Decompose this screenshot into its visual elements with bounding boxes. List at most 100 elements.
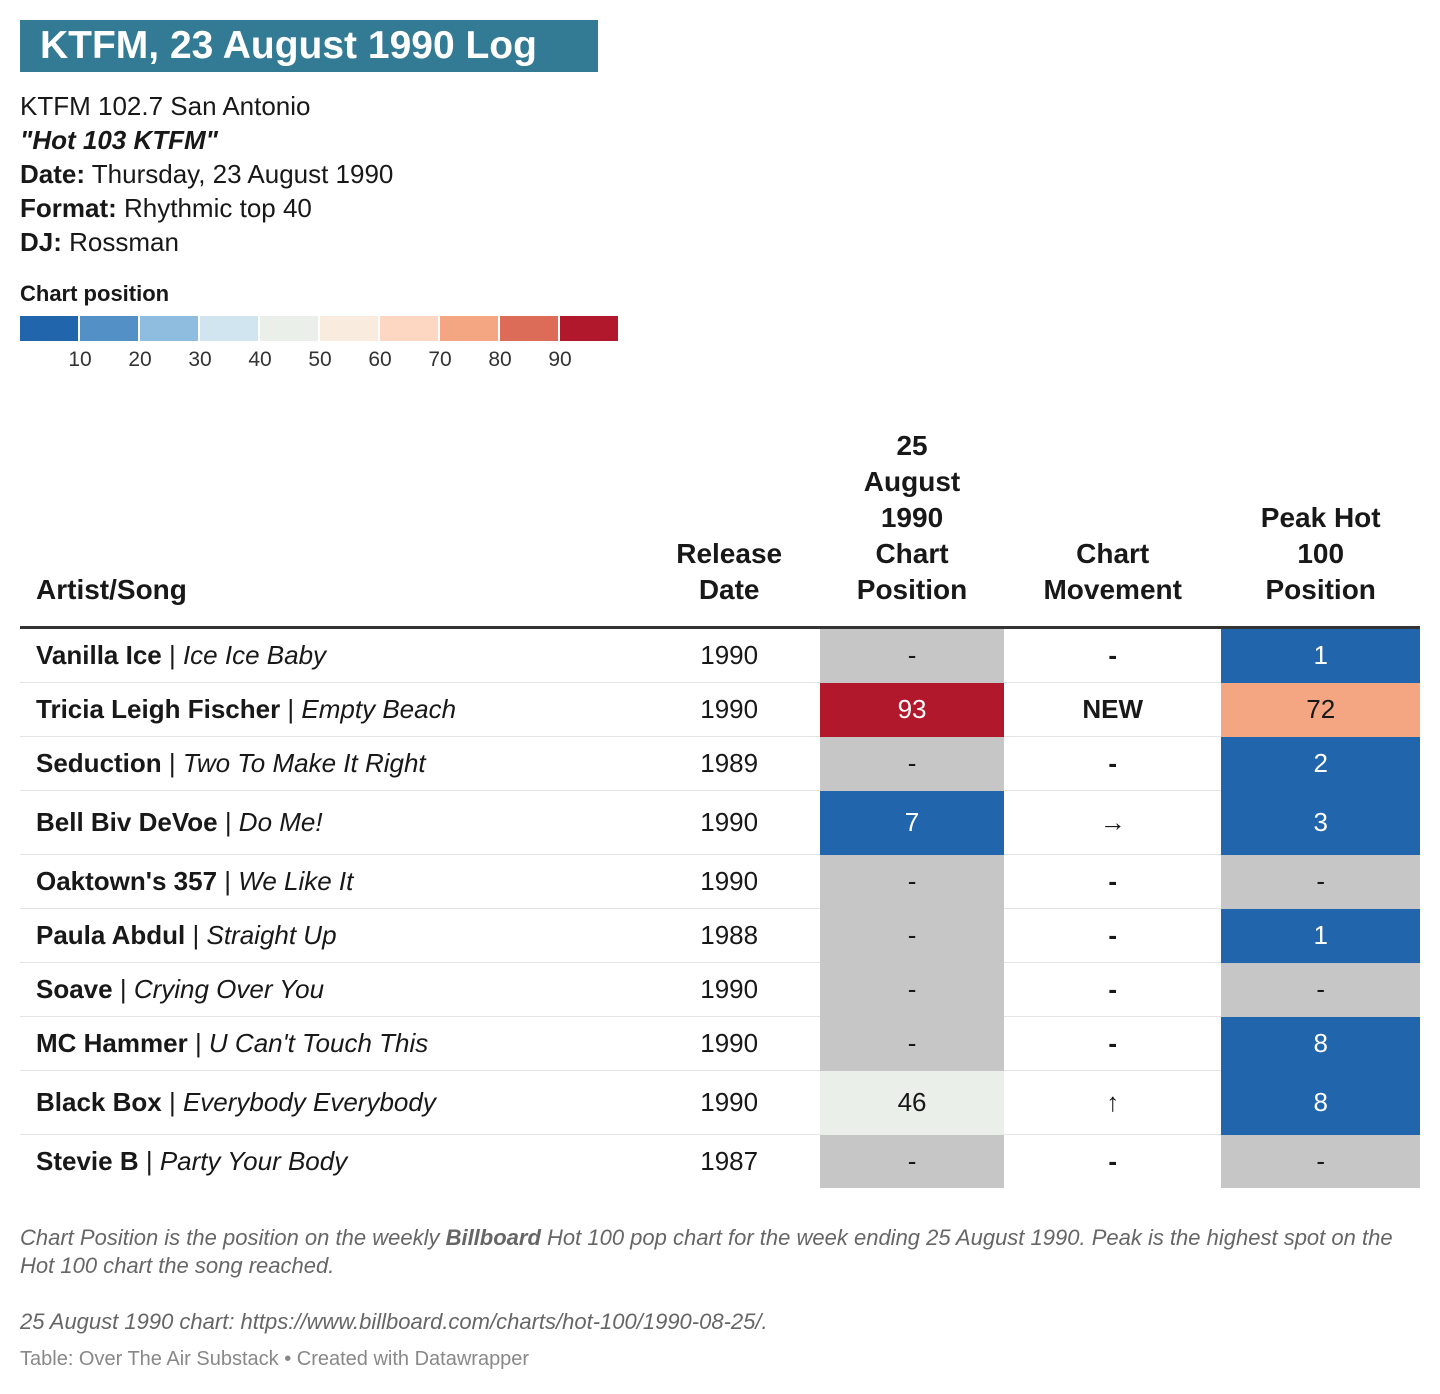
movement-cell: - [1004,854,1222,909]
release-date-cell: 1990 [638,962,821,1017]
legend-tick-label: 60 [368,348,391,371]
release-date-cell: 1990 [638,1070,821,1135]
legend-swatch [140,316,198,341]
slogan: "Hot 103 KTFM" [20,125,218,155]
artist: Vanilla Ice [36,640,162,670]
artist-song-cell: Stevie B | Party Your Body [36,1146,348,1176]
artist-song-cell: Black Box | Everybody Everybody [20,1070,639,1135]
note-emphasis: Billboard [445,1225,541,1250]
note: Chart Position is the position on the we… [20,1224,1420,1280]
artist: Bell Biv DeVoe [36,807,218,837]
legend-tick-label: 40 [248,348,271,371]
legend-swatch [380,316,438,341]
legend-swatch [560,316,618,341]
legend-title: Chart position [20,281,170,306]
legend-swatch [500,316,558,341]
position-cell: 1 [1221,627,1420,683]
movement-cell: - [1004,962,1222,1017]
field: Date: Thursday, 23 August 1990 [20,157,393,191]
movement-cell: - [1004,736,1222,791]
station: KTFM 102.7 San Antonio [20,91,311,121]
column-header: 25 August 1990 Chart Position [820,424,1004,629]
position-cell: 8 [1221,1016,1420,1071]
column-header-text: Release Date [676,538,783,605]
artist: Soave [36,974,113,1004]
artist: Paula Abdul [36,920,186,950]
position-cell: - [820,962,1004,1017]
legend-tick-label: 80 [488,348,511,371]
movement-cell: - [1004,908,1222,963]
column-header-text: Peak Hot 100 Position [1260,502,1381,605]
table-row: Tricia Leigh Fischer | Empty Beach 1990 93… [20,682,1420,737]
release-date-cell: 1987 [700,1146,759,1176]
field-label: Format: [20,193,117,223]
release-date-cell: 1990 [638,854,821,909]
position-cell: - [820,1016,1004,1071]
artist-song-cell: Tricia Leigh Fischer | Empty Beach [20,682,639,737]
field-value: Thursday, 23 August 1990 [91,159,394,189]
artist: Stevie B [36,1146,139,1176]
song: Ice Ice Baby [182,640,327,670]
title: KTFM, 23 August 1990 Log [20,20,598,72]
header-row: Artist/Song Release Date 25 August 1990 Ch… [20,424,1420,629]
table-row: Vanilla Ice | Ice Ice Baby 1990- -1 [20,627,1420,683]
song: Everybody Everybody [182,1087,436,1117]
artist-song-cell: MC Hammer | U Can't Touch This [20,1016,639,1071]
position-cell: - [820,736,1004,791]
field-value: Rhythmic top 40 [124,193,312,223]
field-value: Rossman [69,227,179,257]
legend-swatch [320,316,378,341]
release-date-cell: 1989 [638,736,821,791]
artist: Black Box [36,1087,162,1117]
artist-song-cell: Paula Abdul | Straight Up [20,908,639,963]
movement-cell: - [1108,1146,1118,1176]
position-cell: - [820,627,1004,683]
legend-tick-label: 50 [308,348,331,371]
position-cell: 2 [1221,736,1420,791]
column-header: Release Date [638,424,821,629]
legend: 10 20 30 40 50 60 70 80 90 [20,316,618,371]
movement-cell: NEW [1004,682,1222,737]
legend-tick-label: 90 [548,348,571,371]
source-note: 25 August 1990 chart: https://www.billbo… [20,1309,768,1334]
position-cell: - [820,1134,1004,1188]
song: Straight Up [206,920,337,950]
note-text: Hot 100 pop chart for the week ending 25… [20,1225,1393,1278]
movement-cell: → [1004,790,1222,855]
table-row: Stevie B | Party Your Body 1987 - - - [20,1134,1420,1188]
description: KTFM 102.7 San Antonio "Hot 103 KTFM" Da… [20,89,393,259]
legend-tick-label: 20 [128,348,151,371]
table-row: Black Box | Everybody Everybody 1990 46 ↑ 8 [20,1070,1420,1135]
release-date-cell: 1990 [638,627,821,683]
artist: Seduction [36,748,162,778]
artist: Oaktown's 357 [36,866,218,896]
position-cell: - [820,854,1004,909]
release-date-cell: 1988 [638,908,821,963]
release-date-cell: 1990 [638,1016,821,1071]
song: Do Me! [238,807,323,837]
song: Crying Over You [133,974,325,1004]
position-cell: - [1221,962,1420,1017]
legend-tick-label: 30 [188,348,211,371]
movement-cell: - [1004,627,1222,683]
position-cell: 72 [1221,682,1420,737]
column-header: Artist/Song [20,424,639,629]
song: Empty Beach [301,694,457,724]
field-label: DJ: [20,227,62,257]
legend-tick-label: 10 [68,348,91,371]
song: Two To Make It Right [182,748,426,778]
movement-cell: - [1004,1016,1222,1071]
artist-song-cell: Bell Biv DeVoe | Do Me! [20,790,639,855]
release-date-cell: 1990 [638,682,821,737]
position-cell: - [1221,1134,1420,1188]
column-header: Chart Movement [1004,424,1222,629]
position-cell: 3 [1221,790,1420,855]
table-row: Seduction | Two To Make It Right 1989- -2 [20,736,1420,791]
legend-swatch [200,316,258,341]
note-text: Chart Position is the position on the we… [20,1225,446,1250]
table-body: Vanilla Ice | Ice Ice Baby 1990- -1 Tricia … [20,627,1420,1188]
legend-swatch [260,316,318,341]
position-cell: 1 [1221,908,1420,963]
song: U Can't Touch This [208,1028,429,1058]
